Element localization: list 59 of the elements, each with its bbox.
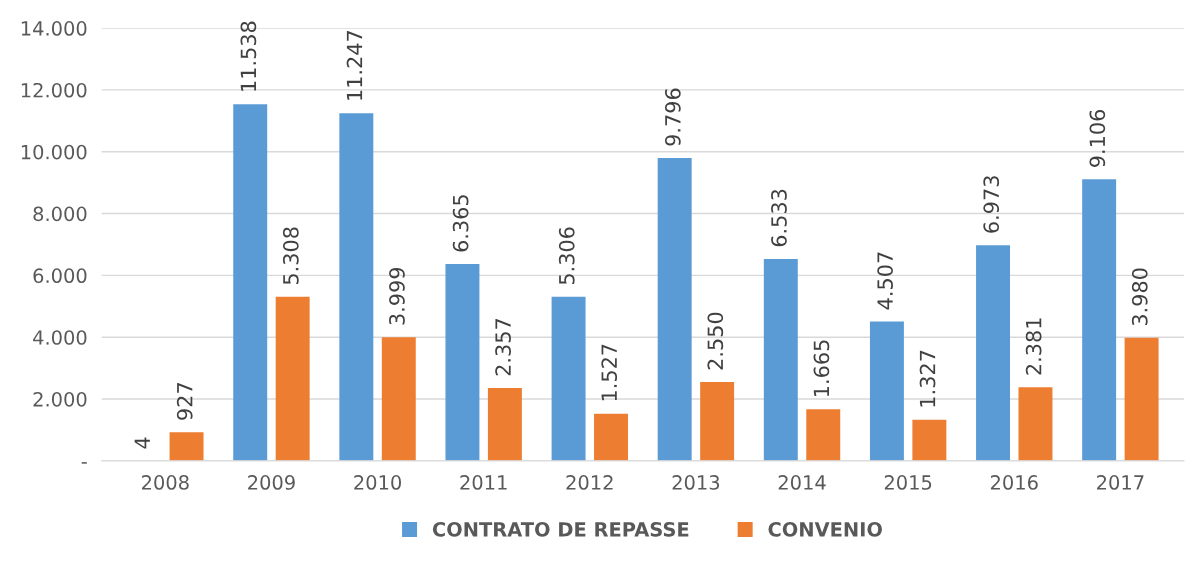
y-tick-label: - xyxy=(81,462,87,464)
y-tick-label: 2.000 xyxy=(33,391,87,407)
x-tick-label: 2008 xyxy=(142,475,189,490)
data-label: 1.527 xyxy=(601,344,618,401)
data-label: 3.999 xyxy=(389,267,405,325)
data-label: 2.357 xyxy=(495,319,511,376)
data-label: 2.550 xyxy=(707,312,724,370)
x-tick-label: 2010 xyxy=(354,475,402,490)
bar xyxy=(487,387,522,461)
y-tick-label: 4.000 xyxy=(33,330,87,345)
data-label: 6.533 xyxy=(771,189,787,247)
data-label: 9.796 xyxy=(664,88,681,146)
data-label: 1.665 xyxy=(813,340,830,396)
x-tick-label: 2013 xyxy=(672,475,720,490)
bar xyxy=(1082,179,1117,461)
data-label: 6.365 xyxy=(452,195,469,252)
data-label: 4.507 xyxy=(877,252,893,310)
x-tick-label: 2011 xyxy=(460,475,507,490)
data-label: 2.381 xyxy=(1025,318,1042,375)
bar xyxy=(551,296,586,461)
y-tick-label: 8.000 xyxy=(33,206,87,222)
data-label: 11.247 xyxy=(346,30,363,100)
bar xyxy=(1124,337,1159,461)
data-label: 3.980 xyxy=(1131,268,1148,326)
x-tick-label: 2017 xyxy=(1097,475,1144,490)
bar xyxy=(700,382,735,461)
bar xyxy=(763,258,798,461)
bar xyxy=(1018,387,1053,461)
data-label: 6.973 xyxy=(983,176,1000,233)
data-label: 927 xyxy=(176,383,193,420)
legend-label: CONTRATO DE REPASSE xyxy=(432,521,689,537)
bar xyxy=(381,337,416,461)
bar xyxy=(869,321,904,461)
x-tick-label: 2016 xyxy=(990,475,1038,490)
x-tick-label: 2009 xyxy=(248,475,295,490)
bar xyxy=(912,419,947,461)
data-label: 5.308 xyxy=(282,227,299,285)
data-label: 5.306 xyxy=(558,227,575,285)
bar xyxy=(275,296,310,461)
bar xyxy=(594,413,628,461)
bar xyxy=(657,158,692,461)
y-tick-label: 12.000 xyxy=(21,82,87,98)
y-tick-label: 6.000 xyxy=(33,268,87,284)
legend-label: CONVENIO xyxy=(768,521,882,537)
bar xyxy=(806,409,841,461)
bar xyxy=(169,432,204,461)
y-tick-label: 14.000 xyxy=(21,21,87,36)
x-tick-label: 2014 xyxy=(778,475,826,490)
x-tick-label: 2015 xyxy=(884,475,932,490)
y-tick-label: 10.000 xyxy=(21,144,87,160)
data-label: 9.106 xyxy=(1089,109,1106,167)
data-label: 11.538 xyxy=(240,21,257,91)
bar xyxy=(445,264,480,461)
x-tick-label: 2012 xyxy=(566,475,613,490)
bar xyxy=(339,113,374,461)
data-label: 4 xyxy=(134,437,150,449)
data-label: 1.327 xyxy=(919,350,936,407)
bar xyxy=(233,104,268,461)
bar xyxy=(976,245,1011,461)
